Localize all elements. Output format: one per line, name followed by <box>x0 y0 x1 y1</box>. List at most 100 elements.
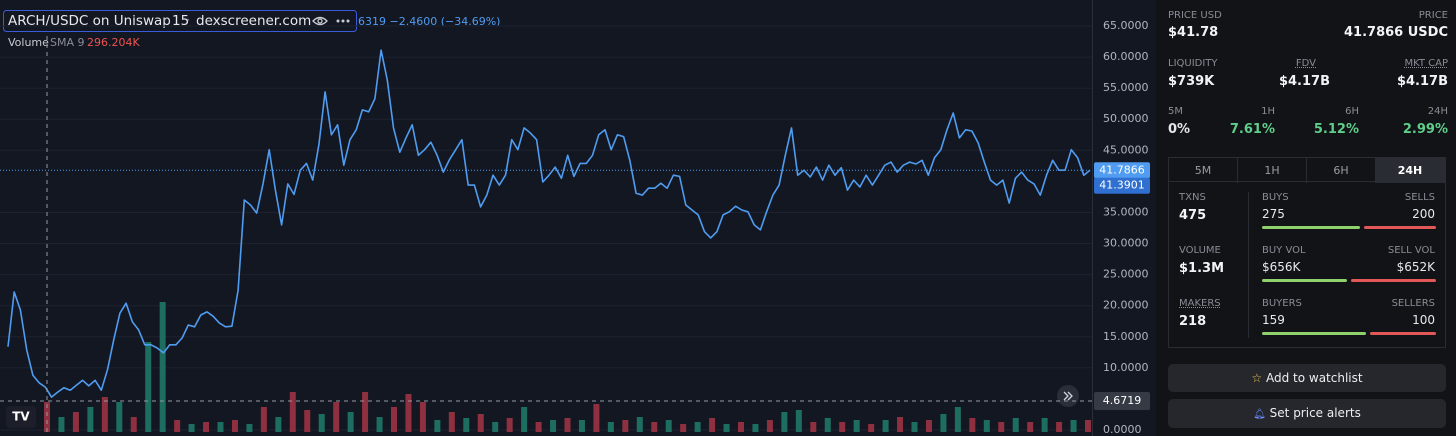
y-tick-label: 45.0000 <box>1103 143 1149 156</box>
svg-text:TV: TV <box>12 410 30 424</box>
volume-bar <box>607 422 614 432</box>
value: $4.17B <box>1278 74 1330 89</box>
volume-bar <box>665 420 672 432</box>
volume-bar <box>463 418 470 432</box>
volume-bar <box>203 422 210 432</box>
volume-bar <box>362 392 369 432</box>
volume-bar <box>44 402 50 432</box>
tab[interactable]: 1H <box>1238 158 1307 183</box>
change-value: 2.99% <box>1402 122 1448 137</box>
interval: 15 <box>172 13 189 29</box>
volume-bar <box>1027 422 1034 432</box>
volume-bar <box>694 422 701 432</box>
buy-bar <box>1262 226 1361 229</box>
volume-bar <box>810 422 817 432</box>
volume-bar <box>709 418 716 432</box>
value: $1.3M <box>1179 261 1225 276</box>
volume-bar <box>839 422 846 432</box>
tab[interactable]: 6H <box>1307 158 1376 183</box>
y-tick-label: 50.0000 <box>1103 112 1149 125</box>
value: 100 <box>1412 313 1435 327</box>
bell-icon: 🔔︎ <box>1253 409 1266 420</box>
value: $652K <box>1396 260 1435 274</box>
volume-bar <box>448 412 455 432</box>
volume-bar <box>925 420 932 432</box>
divider <box>1248 192 1249 338</box>
more-icon[interactable] <box>336 19 350 23</box>
volume-bar <box>1041 418 1048 432</box>
change-value: 5.12% <box>1313 122 1359 137</box>
y-tick-label: 35.0000 <box>1103 205 1149 218</box>
volume-bar <box>911 422 918 432</box>
volume-bar <box>535 422 542 432</box>
button-label: Set price alerts <box>1269 406 1361 420</box>
symbol-box[interactable] <box>3 10 357 32</box>
volume-bar <box>636 417 643 432</box>
y-tick-label: 65.0000 <box>1103 19 1149 32</box>
volume-indicator-value: 296.204K <box>87 36 140 49</box>
change-label: 1H <box>1261 106 1275 117</box>
volume-bar <box>969 418 976 432</box>
label: SELLS <box>1404 192 1435 203</box>
volume-bar <box>405 394 412 432</box>
volume-bar <box>289 392 296 432</box>
volume-bar <box>275 417 282 432</box>
label: BUYS <box>1262 192 1289 203</box>
y-tick-label: 0.0000 <box>1103 423 1142 436</box>
volume-bar <box>738 422 744 432</box>
last-price-label: 41.7866 <box>1099 163 1145 176</box>
volume-bar <box>318 414 325 432</box>
volume-bar <box>231 420 238 432</box>
volume-bar <box>781 412 788 432</box>
price-tag-label: 41.3901 <box>1099 179 1145 192</box>
volume-bar <box>159 302 166 432</box>
volume-bar <box>376 417 383 432</box>
volume-bar <box>578 420 585 432</box>
tab[interactable]: 24H <box>1376 158 1445 183</box>
label: LIQUIDITY <box>1168 58 1218 69</box>
volume-bar <box>492 422 499 432</box>
volume-bar <box>116 402 123 432</box>
volume-bar <box>868 424 875 432</box>
volume-label: Volume <box>8 36 49 49</box>
y-tick-label: 30.0000 <box>1103 237 1149 250</box>
volume-bar <box>419 402 426 432</box>
watchlist-button[interactable]: ☆ Add to watchlist <box>1168 364 1446 392</box>
sep: · <box>163 14 167 29</box>
volume-bar <box>622 420 629 432</box>
stats-box: TXNS 475 BUYS 275 SELLS 200 VOLUME $1.3M BUY VOL… <box>1168 182 1446 348</box>
volume-bar <box>391 407 397 432</box>
tab[interactable]: 5M <box>1169 158 1238 183</box>
change-value: 7.61% <box>1229 122 1275 137</box>
volume-bar <box>477 414 484 432</box>
value: 41.7866 USDC <box>1344 25 1448 40</box>
pair: ARCH/USDC on Uniswap <box>8 13 171 29</box>
volume-bar <box>651 422 658 432</box>
volume-bar <box>217 422 224 432</box>
change-label: 5M <box>1168 106 1183 117</box>
sell-bar <box>1370 332 1436 335</box>
volume-bar <box>1070 420 1077 432</box>
volume-bar <box>795 410 802 432</box>
tv-logo[interactable]: TV <box>6 406 36 428</box>
crosshair-tag <box>1094 391 1150 410</box>
value: 275 <box>1262 207 1285 221</box>
star-icon: ☆ <box>1251 371 1263 385</box>
eye-icon[interactable] <box>312 16 328 26</box>
sep: · <box>186 14 190 29</box>
label: PRICE <box>1418 10 1448 21</box>
value: $41.78 <box>1168 25 1219 40</box>
volume-bar <box>723 424 730 432</box>
alerts-button[interactable]: 🔔︎ Set price alerts <box>1168 399 1446 428</box>
scroll-button[interactable] <box>1057 385 1079 407</box>
volume-bar <box>680 424 687 432</box>
sell-bar <box>1351 279 1436 282</box>
label: BUY VOL <box>1262 245 1306 256</box>
value: 159 <box>1262 313 1285 327</box>
price-line <box>7 49 1091 398</box>
volume-bar <box>564 418 571 432</box>
volume-bar <box>983 420 990 432</box>
y-tick-label: 10.0000 <box>1103 361 1149 374</box>
info-panel: PRICE USD $41.78 PRICE 41.7866 USDC LIQU… <box>1156 0 1456 436</box>
